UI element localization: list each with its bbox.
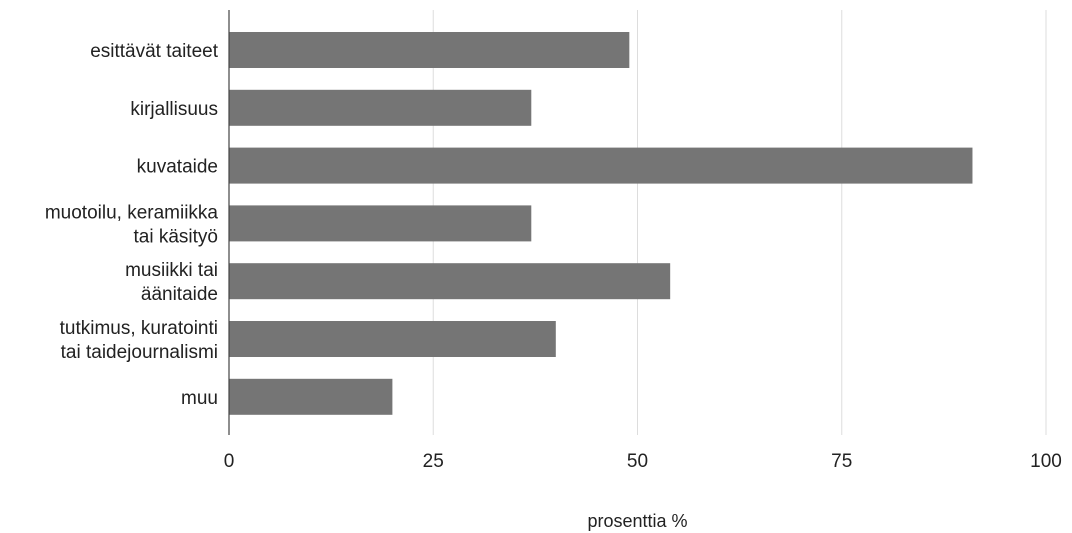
bar xyxy=(229,89,532,126)
category-label: esittävät taiteet xyxy=(90,41,219,62)
bars xyxy=(229,32,973,415)
category-label: musiikki tai äänitaide xyxy=(125,260,218,305)
bar xyxy=(229,205,532,242)
category-label: kuvataide xyxy=(137,157,218,178)
bar xyxy=(229,321,556,357)
x-tick-label: 50 xyxy=(627,451,648,472)
bar xyxy=(229,263,671,300)
category-label: muotoilu, keramiikka tai käsityö xyxy=(45,202,219,247)
category-label: tutkimus, kuratointi tai taidejournalismi xyxy=(60,318,218,363)
bar xyxy=(229,378,393,415)
x-tick-labels: 0 25 50 75 100 xyxy=(224,451,1062,472)
x-tick-label: 75 xyxy=(831,451,852,472)
x-axis-title: prosenttia % xyxy=(587,511,687,531)
x-tick-label: 0 xyxy=(224,451,235,472)
category-labels: esittävät taiteet kirjallisuus kuvataide mu… xyxy=(45,41,219,409)
bar xyxy=(229,32,630,68)
x-tick-label: 25 xyxy=(423,451,444,472)
category-label: kirjallisuus xyxy=(130,99,218,120)
bar xyxy=(229,147,973,184)
x-tick-label: 100 xyxy=(1030,451,1062,472)
category-label: muu xyxy=(181,388,218,409)
